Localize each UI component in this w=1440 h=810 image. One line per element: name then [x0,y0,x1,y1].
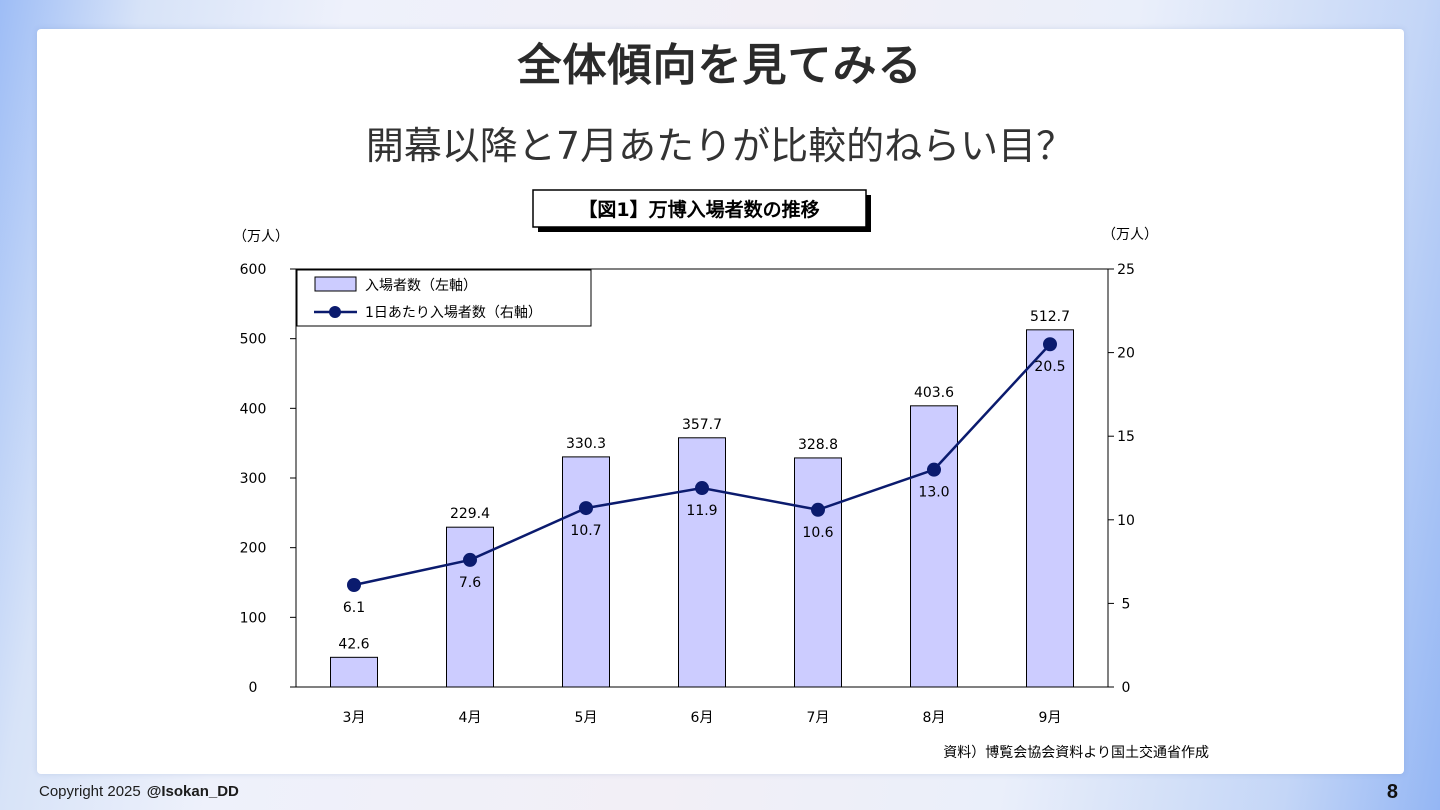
left-axis-tick-label: 600 [240,262,267,278]
line-value-label: 10.7 [570,523,601,539]
right-axis-tick-label: 10 [1117,513,1135,529]
x-axis-tick-label: 7月 [807,710,830,726]
line-point [463,552,477,567]
bar-value-label: 229.4 [450,506,490,522]
x-axis-tick-label: 8月 [923,710,946,726]
line-point [695,481,709,496]
bar [1026,329,1074,688]
footer-copyright: Copyright 2025 @Isokan_DD [39,781,239,803]
left-axis-tick-label: 400 [240,401,267,417]
bar [910,405,958,688]
legend-line-marker [329,306,341,318]
line-value-label: 7.6 [459,575,481,591]
legend-bar-swatch [314,276,357,292]
line-point [1043,337,1057,352]
x-axis-tick-label: 6月 [691,710,714,726]
legend: 入場者数（左軸） 1日あたり入場者数（右軸） [296,269,592,327]
copyright-text: Copyright 2025 [39,783,141,800]
right-axis-tick-label: 5 [1122,596,1131,612]
x-axis-tick-label: 4月 [459,710,482,726]
left-axis-tick-label: 500 [240,332,267,348]
line-series [347,337,1057,593]
line-value-label: 11.9 [686,503,717,519]
line-value-label: 13.0 [918,485,949,501]
left-axis-tick-label: 300 [240,471,267,487]
chart-title-box: 【図1】万博入場者数の推移 [532,189,871,232]
left-axis-unit: （万人） [233,229,289,245]
line-value-label: 10.6 [802,525,833,541]
left-axis-tick-label: 0 [249,680,258,696]
left-axis-tick-label: 100 [240,610,267,626]
x-axis-tick-label: 9月 [1039,710,1062,726]
bar-value-label: 512.7 [1030,309,1070,325]
left-axis-tick-label: 200 [240,541,267,557]
x-axis-tick-label: 5月 [575,710,598,726]
bar [678,437,726,688]
bar-value-label: 328.8 [798,437,838,453]
line-point [347,578,361,593]
right-axis: 0 5 10 15 20 25 [1108,262,1135,696]
x-axis-tick-label: 3月 [343,710,366,726]
line-point [811,502,825,517]
right-axis-tick-label: 20 [1117,346,1135,362]
line-point [579,501,593,516]
line-value-labels: 6.1 7.6 10.7 11.9 10.6 13.0 20.5 [343,359,1066,616]
page-number: 8 [1386,781,1398,803]
right-axis-tick-label: 25 [1117,262,1135,278]
bar [562,456,610,688]
bar-value-label: 42.6 [338,636,369,652]
bar-value-labels: 42.6 229.4 330.3 357.7 328.8 403.6 512.7 [338,309,1070,653]
x-axis-labels: 3月 4月 5月 6月 7月 8月 9月 [343,710,1062,726]
bar-value-label: 330.3 [566,436,606,452]
bar [330,656,378,688]
legend-line-label: 1日あたり入場者数（右軸） [365,305,542,321]
right-axis-unit: （万人） [1102,227,1158,243]
chart-source-note: 資料）博覧会協会資料より国土交通省作成 [943,744,1209,761]
right-axis-tick-label: 15 [1117,429,1135,445]
bar [794,457,842,688]
author-handle: @Isokan_DD [146,783,239,800]
line-point [927,462,941,477]
left-axis: 0 100 200 300 400 500 600 [240,262,296,696]
line-value-label: 6.1 [343,600,365,616]
chart-title: 【図1】万博入場者数の推移 [578,198,819,221]
slide-subtitle: 開幕以降と7月あたりが比較的ねらい目？ [365,124,1075,168]
bar-value-label: 403.6 [914,385,954,401]
slide-title: 全体傾向を見てみる [517,40,923,91]
line-value-label: 20.5 [1034,359,1065,375]
legend-bar-label: 入場者数（左軸） [365,278,477,294]
right-axis-tick-label: 0 [1122,680,1131,696]
chart-figure: 【図1】万博入場者数の推移 （万人） （万人） 0 100 200 300 400 500… [223,173,1216,765]
bar [446,526,494,688]
bar-value-label: 357.7 [682,417,722,433]
chart-svg: 【図1】万博入場者数の推移 （万人） （万人） 0100200300400500… [233,189,1209,761]
